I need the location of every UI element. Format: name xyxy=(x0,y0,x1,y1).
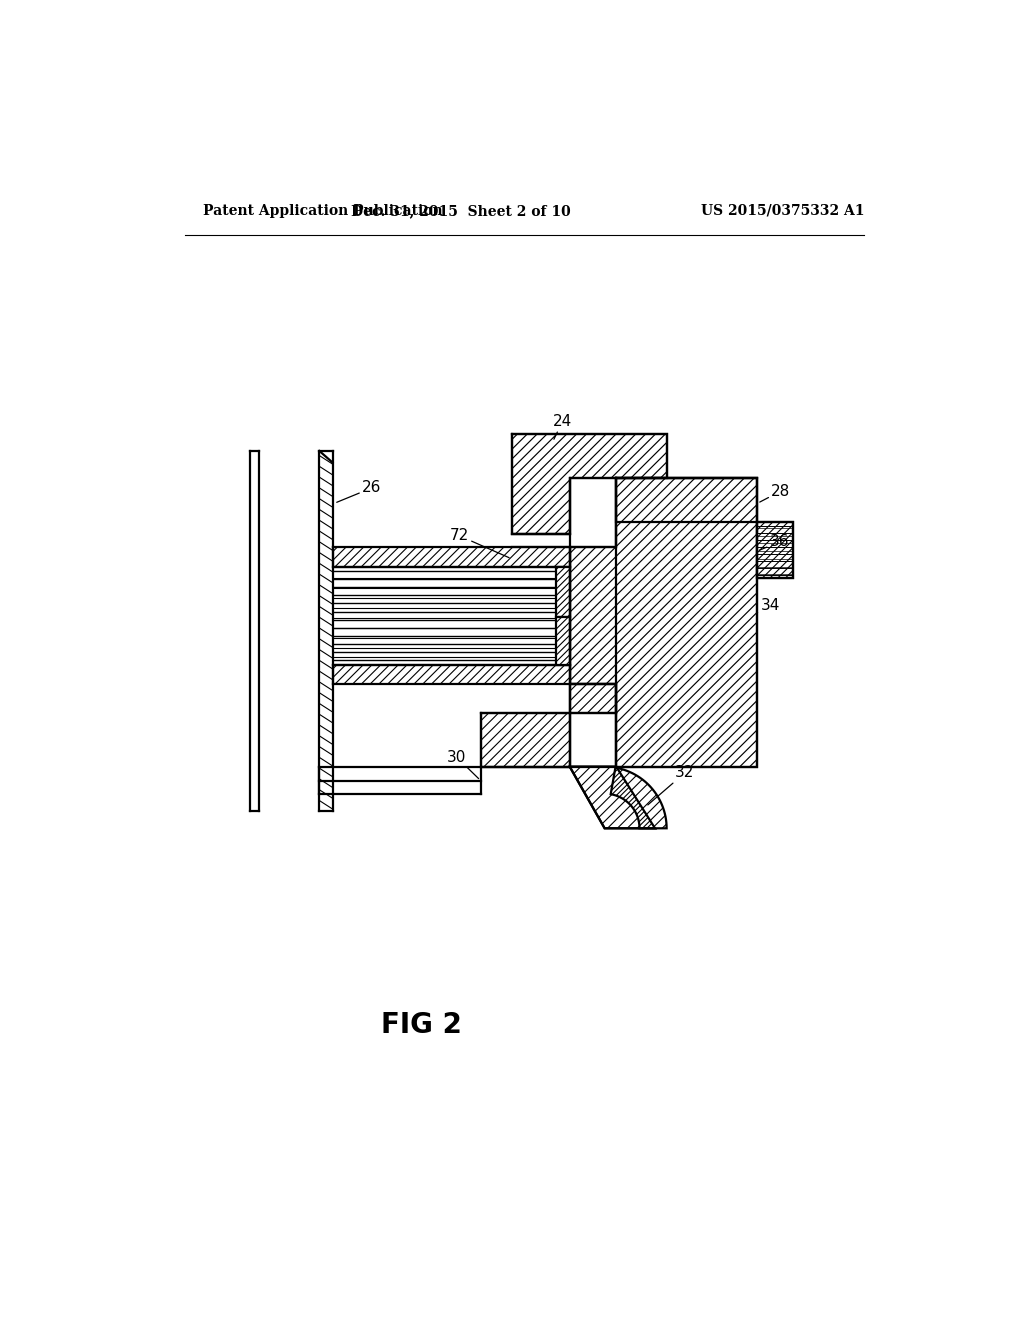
Text: 26: 26 xyxy=(337,480,381,503)
Polygon shape xyxy=(333,665,569,684)
Text: Dec. 31, 2015  Sheet 2 of 10: Dec. 31, 2015 Sheet 2 of 10 xyxy=(351,203,571,218)
Polygon shape xyxy=(569,478,758,767)
Polygon shape xyxy=(758,521,793,578)
Text: 28: 28 xyxy=(760,483,791,502)
Polygon shape xyxy=(333,548,569,566)
Text: 34: 34 xyxy=(758,598,779,612)
Text: Patent Application Publication: Patent Application Publication xyxy=(203,203,442,218)
Text: US 2015/0375332 A1: US 2015/0375332 A1 xyxy=(701,203,864,218)
Polygon shape xyxy=(512,434,668,535)
Text: 36: 36 xyxy=(760,535,790,550)
Text: 72: 72 xyxy=(450,528,509,557)
Polygon shape xyxy=(480,684,616,767)
Text: 32: 32 xyxy=(648,766,694,805)
Polygon shape xyxy=(569,767,655,829)
Polygon shape xyxy=(556,616,569,665)
Text: FIG 2: FIG 2 xyxy=(381,1011,462,1039)
Text: 30: 30 xyxy=(447,750,478,779)
Polygon shape xyxy=(556,566,569,616)
Text: 24: 24 xyxy=(553,414,572,440)
Polygon shape xyxy=(610,768,667,829)
